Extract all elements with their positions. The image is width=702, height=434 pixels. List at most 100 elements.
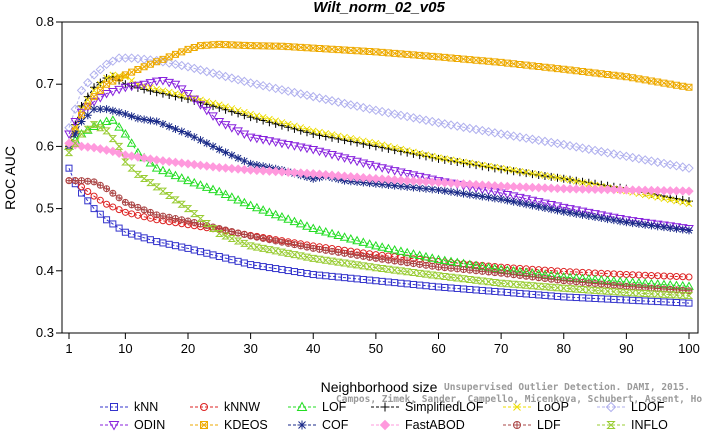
legend-item-knnw: kNNW	[190, 400, 260, 414]
data-point	[227, 163, 237, 174]
data-point	[528, 282, 537, 290]
data-point	[383, 243, 394, 253]
data-point	[109, 220, 117, 228]
data-point	[622, 289, 631, 297]
data-point	[145, 157, 156, 167]
data-point	[270, 209, 281, 219]
data-point	[452, 178, 462, 189]
data-point	[496, 279, 506, 287]
data-point	[128, 210, 136, 218]
legend-label: LOF	[322, 400, 347, 414]
data-point	[353, 136, 361, 143]
data-point	[65, 164, 73, 172]
data-point	[508, 192, 519, 201]
data-point	[289, 142, 300, 151]
data-point	[622, 218, 631, 227]
data-point	[521, 182, 531, 192]
data-point	[278, 42, 286, 50]
legend-item-odin: ODIN	[100, 418, 165, 432]
data-point	[414, 172, 425, 182]
data-point	[165, 122, 174, 131]
data-point	[126, 138, 137, 147]
data-point	[328, 131, 336, 138]
data-point	[396, 246, 406, 255]
data-point	[383, 174, 394, 185]
data-point	[590, 286, 600, 294]
data-point	[522, 272, 530, 280]
data-point	[196, 215, 205, 223]
legend-swatch-marker	[108, 421, 120, 431]
data-point	[153, 58, 161, 66]
data-point	[673, 197, 680, 205]
data-point	[596, 146, 607, 157]
y-tick-label: 0.8	[36, 14, 54, 29]
data-point	[115, 72, 123, 80]
data-point	[226, 192, 237, 201]
x-axis-label: Neighborhood size	[321, 379, 438, 395]
watermark-line-2: Campos, Zimek, Sander, Campello, Micenko…	[336, 394, 702, 405]
series-loop	[65, 71, 693, 207]
data-point	[427, 253, 438, 262]
data-point	[133, 81, 143, 91]
data-point	[547, 205, 556, 214]
chart-title: Wilt_norm_02_v05	[313, 0, 445, 16]
data-point	[572, 278, 580, 286]
data-point	[391, 144, 399, 151]
legend-item-ldf: LDF	[503, 418, 561, 432]
data-point	[609, 288, 619, 296]
data-point	[114, 53, 124, 63]
data-point	[358, 237, 369, 246]
data-point	[170, 170, 181, 180]
data-point	[577, 143, 588, 153]
data-point	[384, 180, 393, 189]
data-point	[297, 124, 305, 131]
data-point	[259, 114, 267, 121]
data-point	[215, 229, 224, 237]
legend-item-ldof: LDOF	[597, 400, 665, 414]
x-tick-label: 40	[306, 341, 320, 356]
legend-label: INFLO	[631, 418, 668, 432]
legend-label: COF	[322, 418, 349, 432]
data-point	[215, 101, 223, 109]
data-point	[284, 120, 292, 128]
data-point	[245, 165, 256, 175]
data-point	[64, 123, 74, 133]
data-point	[491, 163, 499, 171]
data-point	[648, 192, 655, 200]
data-point	[585, 279, 593, 287]
data-point	[303, 44, 311, 52]
data-point	[428, 185, 437, 194]
data-point	[277, 167, 287, 177]
legend-label: LDF	[537, 418, 561, 432]
data-point	[253, 112, 261, 120]
data-point	[634, 219, 643, 228]
series-ldof	[64, 53, 694, 173]
data-point	[352, 101, 362, 111]
data-point	[679, 199, 687, 206]
data-point	[202, 139, 211, 148]
data-point	[302, 168, 312, 179]
data-point	[215, 252, 223, 260]
data-point	[258, 136, 269, 145]
data-point	[540, 199, 550, 209]
data-point	[89, 70, 99, 80]
data-point	[151, 77, 162, 87]
data-point	[577, 207, 588, 217]
data-point	[627, 185, 638, 195]
data-point	[471, 124, 481, 135]
data-point	[252, 202, 262, 212]
series-odin	[64, 76, 694, 234]
data-point	[184, 217, 192, 225]
data-point	[646, 156, 657, 166]
data-point	[571, 142, 581, 152]
data-point	[516, 272, 524, 279]
data-point	[108, 56, 118, 66]
x-tick-label: 30	[243, 341, 257, 356]
data-point	[465, 123, 475, 134]
data-point	[447, 156, 455, 164]
data-point	[245, 78, 256, 88]
data-point	[465, 160, 474, 169]
data-point	[271, 247, 280, 255]
data-point	[409, 149, 418, 158]
data-point	[497, 195, 506, 204]
